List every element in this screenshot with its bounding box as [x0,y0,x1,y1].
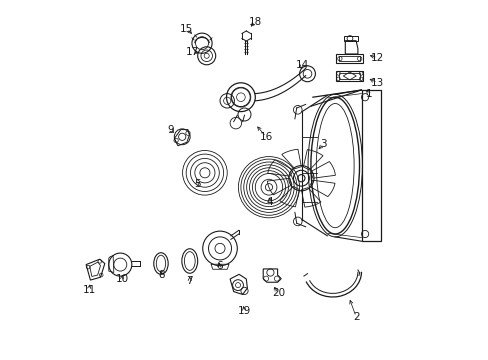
Text: 15: 15 [180,24,193,34]
Text: 1: 1 [365,89,371,99]
Text: 5: 5 [194,179,201,189]
Text: 8: 8 [158,270,164,280]
Text: 16: 16 [259,132,272,142]
Text: 20: 20 [272,288,285,298]
Text: 12: 12 [370,53,384,63]
Text: 9: 9 [167,125,174,135]
Text: 3: 3 [320,139,326,149]
Text: 19: 19 [237,306,251,316]
Text: 10: 10 [115,274,128,284]
Text: 13: 13 [370,78,384,88]
Text: 11: 11 [82,285,96,295]
Text: 7: 7 [186,276,193,286]
Text: 17: 17 [185,47,199,57]
Text: 4: 4 [266,197,272,207]
Text: 2: 2 [352,312,359,322]
Text: 14: 14 [295,60,308,70]
Text: 18: 18 [248,17,262,27]
Text: 6: 6 [216,261,222,271]
